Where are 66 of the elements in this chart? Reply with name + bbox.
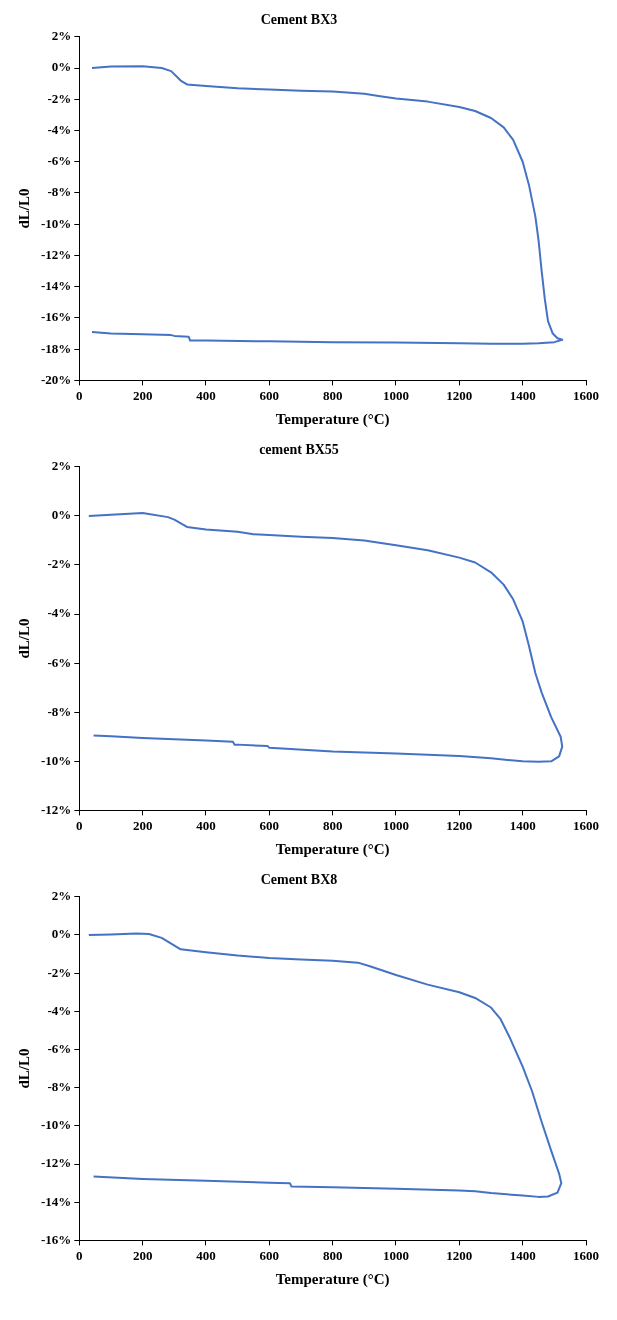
x-tick-label: 1600 xyxy=(573,1247,599,1263)
x-tick-label: 1200 xyxy=(446,387,473,403)
chart-title: Cement BX3 xyxy=(260,12,338,28)
x-tick-label: 1200 xyxy=(446,1247,473,1263)
chart-title: Cement BX8 xyxy=(260,872,338,888)
x-tick-label: 1400 xyxy=(509,387,536,403)
x-tick-label: 0 xyxy=(76,817,83,833)
x-tick-label: 0 xyxy=(76,1247,83,1263)
x-tick-label: 1200 xyxy=(446,817,473,833)
y-tick-label: -18% xyxy=(40,340,72,356)
y-tick-label: -12% xyxy=(40,246,72,262)
x-tick-label: 600 xyxy=(259,1247,280,1263)
x-axis-title: Temperature (°C) xyxy=(275,410,390,428)
x-tick-label: 0 xyxy=(76,387,83,403)
y-tick-label: -6% xyxy=(47,1040,72,1056)
y-tick-label: -8% xyxy=(47,1079,72,1095)
x-tick-label: 600 xyxy=(259,817,280,833)
x-tick-label: 400 xyxy=(196,817,216,833)
y-tick-label: -6% xyxy=(47,153,72,169)
y-tick-label: -16% xyxy=(40,309,72,325)
y-axis-title: dL/L0 xyxy=(15,1048,32,1089)
x-tick-label: 1000 xyxy=(383,817,409,833)
y-tick-label: -8% xyxy=(47,703,72,719)
x-tick-label: 1400 xyxy=(509,817,536,833)
y-tick-label: -10% xyxy=(40,1117,72,1133)
x-tick-label: 200 xyxy=(132,1247,153,1263)
y-tick-label: 2% xyxy=(51,28,72,44)
y-tick-label: -16% xyxy=(40,1231,72,1247)
x-tick-label: 800 xyxy=(322,817,343,833)
x-tick-label: 200 xyxy=(132,817,153,833)
x-tick-label: 800 xyxy=(322,1247,343,1263)
y-axis-title: dL/L0 xyxy=(15,188,32,229)
x-axis-title: Temperature (°C) xyxy=(275,1270,390,1288)
y-tick-label: 2% xyxy=(51,458,72,474)
y-tick-label: -8% xyxy=(47,184,72,200)
x-tick-label: 400 xyxy=(196,387,216,403)
y-axis-title: dL/L0 xyxy=(15,618,32,659)
x-axis-title: Temperature (°C) xyxy=(275,840,390,858)
y-tick-label: -10% xyxy=(40,752,72,768)
x-tick-label: 1000 xyxy=(383,387,409,403)
y-tick-label: -4% xyxy=(47,121,72,137)
y-tick-label: -20% xyxy=(40,371,72,387)
y-tick-label: -6% xyxy=(47,654,72,670)
x-tick-label: 1600 xyxy=(573,387,599,403)
chart-title: cement BX55 xyxy=(259,442,339,458)
y-tick-label: -4% xyxy=(47,1002,72,1018)
x-tick-label: 1600 xyxy=(573,817,599,833)
y-tick-label: -14% xyxy=(40,278,72,294)
y-tick-label: -12% xyxy=(40,1155,72,1171)
x-tick-label: 200 xyxy=(132,387,153,403)
x-tick-label: 1400 xyxy=(509,1247,536,1263)
y-tick-label: -4% xyxy=(47,605,72,621)
y-tick-label: -10% xyxy=(40,215,72,231)
x-tick-label: 400 xyxy=(196,1247,216,1263)
y-tick-label: 0% xyxy=(51,59,72,75)
y-tick-label: -14% xyxy=(40,1193,72,1209)
x-tick-label: 600 xyxy=(259,387,280,403)
y-tick-label: 0% xyxy=(51,926,72,942)
y-tick-label: -2% xyxy=(47,964,72,980)
y-tick-label: 0% xyxy=(51,507,72,523)
x-tick-label: 1000 xyxy=(383,1247,409,1263)
y-tick-label: -2% xyxy=(47,556,72,572)
x-tick-label: 800 xyxy=(322,387,343,403)
y-tick-label: 2% xyxy=(51,888,72,904)
y-tick-label: -2% xyxy=(47,90,72,106)
y-tick-label: -12% xyxy=(40,801,72,817)
